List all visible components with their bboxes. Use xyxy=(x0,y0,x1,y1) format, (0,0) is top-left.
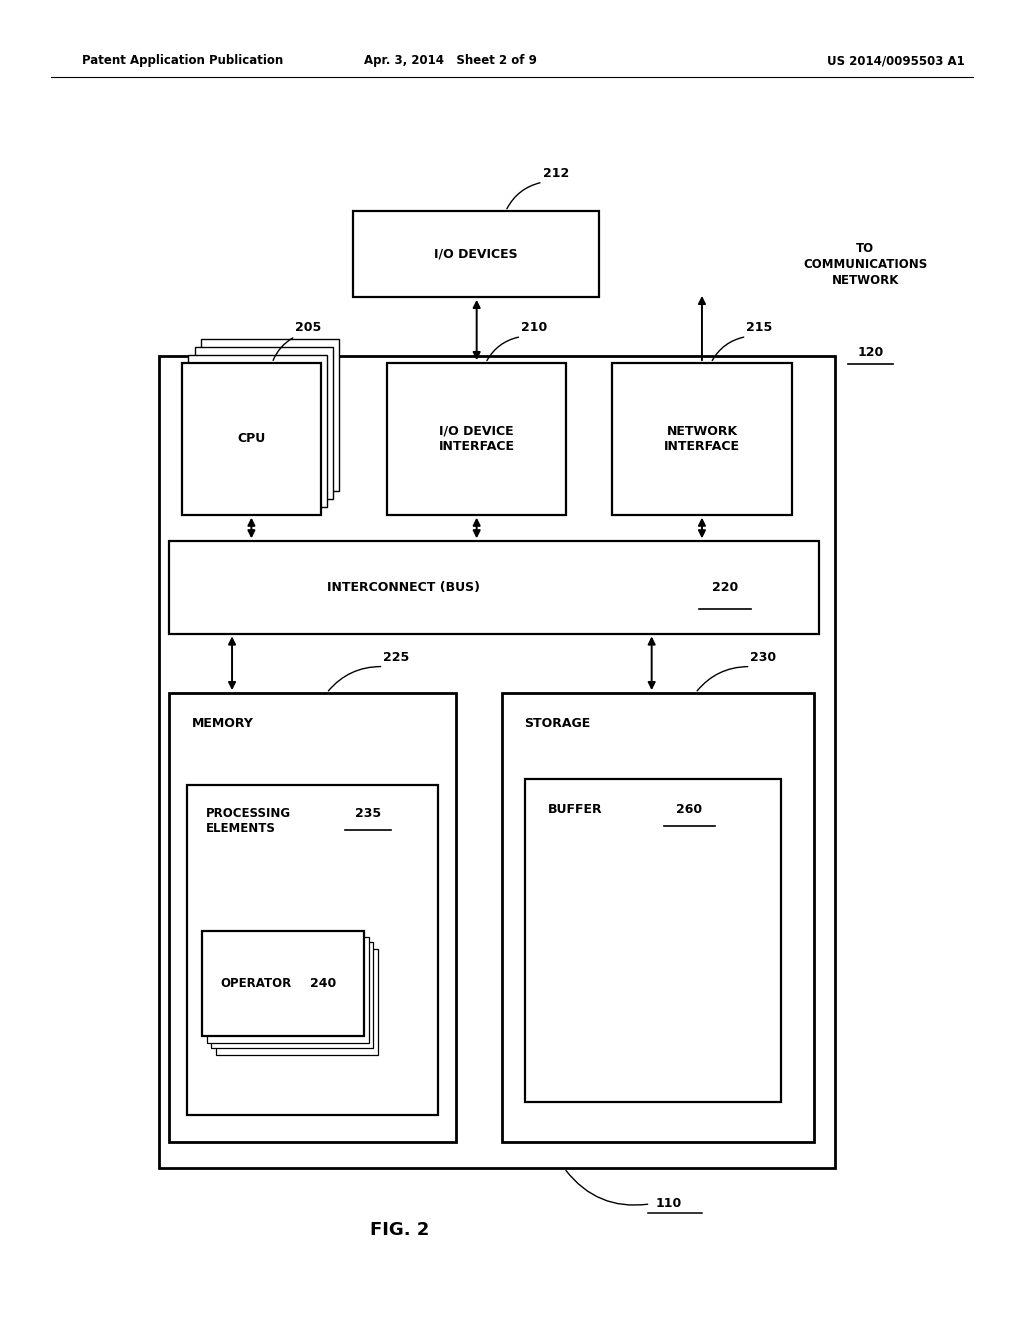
Text: 210: 210 xyxy=(521,321,548,334)
Bar xyxy=(159,356,835,1168)
Text: 212: 212 xyxy=(543,166,569,180)
Text: TO
COMMUNICATIONS
NETWORK: TO COMMUNICATIONS NETWORK xyxy=(803,242,928,286)
Bar xyxy=(211,942,373,1048)
Bar xyxy=(207,937,369,1043)
Text: Apr. 3, 2014   Sheet 2 of 9: Apr. 3, 2014 Sheet 2 of 9 xyxy=(365,54,537,67)
Text: 120: 120 xyxy=(857,346,884,359)
Bar xyxy=(202,931,364,1036)
Text: 235: 235 xyxy=(355,807,381,820)
Text: OPERATOR: OPERATOR xyxy=(220,977,292,990)
Text: 205: 205 xyxy=(295,321,322,334)
Bar xyxy=(169,541,819,634)
Bar xyxy=(525,779,781,1102)
Bar xyxy=(187,785,438,1115)
Text: 225: 225 xyxy=(383,651,410,664)
Bar xyxy=(353,211,599,297)
Bar xyxy=(612,363,792,515)
Text: 240: 240 xyxy=(310,977,336,990)
Text: 260: 260 xyxy=(676,803,702,816)
Text: INTERCONNECT (BUS): INTERCONNECT (BUS) xyxy=(327,581,479,594)
Bar xyxy=(182,363,321,515)
Bar xyxy=(201,339,339,491)
Text: 215: 215 xyxy=(746,321,773,334)
Text: NETWORK
INTERFACE: NETWORK INTERFACE xyxy=(664,425,740,453)
Text: 230: 230 xyxy=(751,651,776,664)
Text: 110: 110 xyxy=(655,1197,682,1210)
Text: FIG. 2: FIG. 2 xyxy=(370,1221,429,1239)
Text: STORAGE: STORAGE xyxy=(524,717,591,730)
Bar xyxy=(188,355,327,507)
Text: 220: 220 xyxy=(712,581,738,594)
Text: CPU: CPU xyxy=(238,433,265,445)
Text: MEMORY: MEMORY xyxy=(191,717,253,730)
Text: I/O DEVICES: I/O DEVICES xyxy=(434,248,518,260)
Bar xyxy=(387,363,566,515)
Bar xyxy=(195,347,333,499)
Bar xyxy=(216,949,378,1055)
Bar xyxy=(502,693,814,1142)
Text: US 2014/0095503 A1: US 2014/0095503 A1 xyxy=(827,54,965,67)
Text: PROCESSING
ELEMENTS: PROCESSING ELEMENTS xyxy=(206,807,291,834)
Text: Patent Application Publication: Patent Application Publication xyxy=(82,54,284,67)
Text: I/O DEVICE
INTERFACE: I/O DEVICE INTERFACE xyxy=(438,425,515,453)
Text: BUFFER: BUFFER xyxy=(548,803,602,816)
Bar xyxy=(169,693,456,1142)
